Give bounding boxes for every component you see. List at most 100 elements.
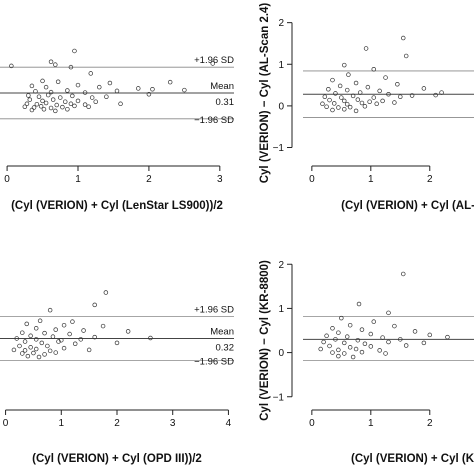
- data-point: [377, 348, 382, 353]
- y-tick-label: 1: [278, 60, 284, 71]
- data-point: [75, 98, 81, 104]
- data-point: [58, 95, 63, 100]
- data-point: [342, 106, 347, 112]
- data-point: [114, 340, 120, 346]
- data-point: [371, 67, 377, 72]
- y-axis-title: Cyl (VERION) − Cyl (AL-Scan 2.4): [259, 3, 271, 184]
- data-point: [45, 92, 51, 98]
- data-point: [104, 94, 109, 99]
- upper-loa-label: +1.96 SD: [194, 55, 234, 66]
- data-point: [42, 352, 47, 357]
- data-point: [65, 88, 70, 93]
- data-point: [45, 343, 50, 349]
- data-point: [421, 86, 427, 91]
- data-point: [34, 101, 40, 107]
- x-tick-label: 2: [146, 174, 152, 185]
- x-tick-label: 1: [59, 418, 65, 429]
- data-point: [26, 93, 31, 98]
- y-tick-label: −1: [273, 392, 285, 403]
- x-tick-label: 2: [427, 418, 433, 429]
- data-point: [167, 79, 173, 85]
- data-point: [337, 83, 343, 89]
- data-point: [398, 94, 403, 99]
- data-point: [365, 84, 371, 90]
- data-point: [445, 334, 450, 340]
- data-point: [363, 46, 369, 51]
- panel-bottom-right: 0 1 2 (Cyl (VERION) + Cyl (KR-8800))/2 −1 0 1 2…: [259, 260, 474, 465]
- data-point: [43, 84, 49, 90]
- y-tick-label: 2: [278, 260, 284, 271]
- mean-value-label: 0.31: [216, 97, 235, 108]
- data-point: [82, 102, 88, 107]
- data-point: [383, 75, 388, 80]
- data-point: [47, 307, 53, 313]
- data-point: [371, 319, 377, 324]
- data-point: [392, 323, 397, 329]
- data-point: [439, 90, 444, 95]
- data-point: [72, 103, 77, 109]
- data-point: [318, 346, 323, 352]
- data-point: [28, 345, 33, 350]
- data-point: [42, 330, 47, 336]
- data-point: [68, 101, 74, 107]
- data-point: [31, 350, 36, 356]
- data-point: [362, 341, 368, 347]
- data-point: [60, 104, 65, 110]
- data-point: [344, 334, 350, 339]
- data-point: [107, 80, 113, 86]
- data-point: [362, 104, 368, 109]
- data-point: [50, 97, 56, 102]
- data-point: [33, 326, 39, 331]
- data-point: [61, 345, 67, 351]
- data-point: [344, 87, 350, 93]
- data-point: [86, 347, 92, 353]
- upper-loa-label: +1.96 SD: [194, 304, 234, 315]
- x-tick-label: 0: [309, 174, 315, 185]
- x-axis-title: (Cyl (VERION) + Cyl (KR-8800))/2: [351, 453, 474, 465]
- data-point: [17, 343, 22, 349]
- data-point: [324, 333, 329, 339]
- data-point: [48, 59, 54, 65]
- data-point: [40, 78, 45, 84]
- x-tick-label: 0: [309, 418, 315, 429]
- data-point: [55, 79, 61, 85]
- x-tick-label: 0: [3, 418, 9, 429]
- data-point: [29, 107, 35, 113]
- data-point: [33, 89, 38, 94]
- data-point: [353, 108, 359, 114]
- data-point: [59, 337, 64, 343]
- x-tick-label: 4: [226, 418, 232, 429]
- data-point: [400, 271, 406, 277]
- data-point: [92, 302, 97, 308]
- data-point: [386, 339, 391, 345]
- data-point: [386, 310, 391, 316]
- data-point: [43, 100, 49, 106]
- data-point: [342, 98, 347, 104]
- data-point: [332, 101, 337, 106]
- data-point: [36, 354, 42, 360]
- lower-loa-label: −1.96 SD: [194, 115, 234, 126]
- data-point: [377, 88, 382, 94]
- data-point: [38, 104, 44, 109]
- data-point: [54, 102, 59, 108]
- data-point: [53, 108, 58, 114]
- data-point: [136, 86, 141, 91]
- data-point: [182, 87, 187, 93]
- data-point: [350, 93, 356, 99]
- panel-top-left: 0 1 2 3 (Cyl (VERION) + Cyl (LenStar LS900))…: [0, 48, 235, 212]
- x-tick-label: 1: [368, 418, 374, 429]
- data-point: [65, 106, 70, 112]
- data-point: [336, 330, 341, 335]
- data-point: [350, 354, 356, 360]
- data-point: [24, 101, 30, 107]
- data-point: [330, 77, 335, 83]
- data-point: [392, 100, 397, 105]
- data-point: [330, 326, 335, 331]
- data-point: [92, 334, 97, 340]
- data-point: [353, 346, 359, 352]
- data-point: [339, 95, 344, 100]
- y-tick-label: −1: [273, 143, 285, 154]
- data-point: [103, 290, 109, 295]
- data-point: [50, 334, 56, 339]
